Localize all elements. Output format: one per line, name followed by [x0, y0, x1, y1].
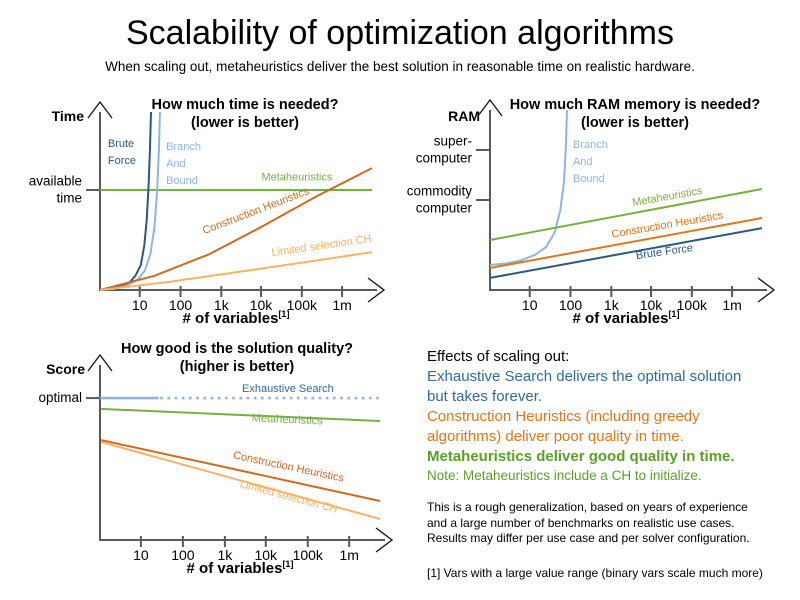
ram-x-tick-label: 100: [559, 297, 583, 313]
ram-x-tick-label: 1m: [722, 297, 741, 313]
effects-exhaustive-line1: Exhaustive Search delivers the optimal s…: [427, 368, 742, 385]
time-x-axis-arrow-icon: [367, 277, 386, 303]
series-metaheuristics: [101, 407, 381, 422]
score-x-tick-label: 100k: [293, 547, 324, 563]
series-label-brute-force: Brute Force: [635, 242, 694, 262]
ram-x-tick-label: 10k: [640, 297, 664, 313]
time-needed-chart: How much time is needed? (lower is better…: [28, 88, 420, 340]
score-x-axis-label: # of variables[1]: [187, 559, 294, 577]
ram-x-axis-arrow-icon: [757, 277, 776, 303]
series-label-branch-and-bound: Branch: [573, 139, 608, 151]
ram-y-tick-label: super-: [434, 133, 472, 148]
series-label-metaheuristics: Metaheuristics: [261, 172, 332, 184]
series-label-limited-selection-ch: Limited selection CH: [238, 478, 339, 516]
effects-construction-line2: algorithms) deliver poor quality in time…: [427, 428, 684, 445]
ram-y-tick-label: commodity: [407, 184, 473, 199]
ram-chart-canvas: How much RAM memory is needed? (lower is …: [407, 97, 776, 327]
time-y-tick-label: available: [29, 173, 82, 188]
score-y-axis-arrow-icon: [87, 353, 113, 372]
time-y-axis-label: Time: [52, 108, 85, 124]
ram-y-tick-label: computer: [416, 150, 473, 165]
score-x-tick-label: 1m: [339, 547, 358, 563]
score-x-tick-label: 100: [171, 547, 195, 563]
time-chart-title: How much time is needed?: [152, 97, 339, 113]
series-label-brute-force: Force: [108, 155, 136, 167]
series-label-brute-force: Brute: [108, 138, 134, 150]
ram-needed-chart: How much RAM memory is needed? (lower is …: [400, 88, 800, 340]
series-limited-selection-ch: [100, 441, 381, 520]
time-x-tick-label: 1k: [214, 297, 230, 313]
score-x-axis-arrow-icon: [375, 527, 394, 553]
page-subtitle: When scaling out, metaheuristics deliver…: [105, 59, 695, 74]
score-chart-title: How good is the solution quality?: [121, 341, 353, 357]
effects-construction-line1: Construction Heuristics (including greed…: [427, 408, 700, 425]
series-construction-heuristics: [100, 439, 381, 502]
solution-quality-chart: How good is the solution quality? (higher…: [28, 335, 420, 597]
series-brute-force: [489, 227, 763, 279]
series-limited-selection-ch: [99, 251, 373, 291]
page-title: Scalability of optimization algorithms: [125, 14, 675, 52]
ram-y-axis-label: RAM: [448, 108, 480, 124]
ram-y-tick-label: computer: [416, 201, 473, 216]
effects-metaheuristics-line: Metaheuristics deliver good quality in t…: [427, 448, 735, 465]
ram-chart-title-note: (lower is better): [581, 115, 689, 131]
time-chart-canvas: How much time is needed? (lower is better…: [29, 97, 386, 327]
ram-chart-title: How much RAM memory is needed?: [510, 97, 761, 113]
effects-heading: Effects of scaling out:: [427, 348, 570, 365]
series-label-metaheuristics: Metaheuristics: [631, 185, 703, 209]
series-construction-heuristics: [99, 167, 373, 291]
footnote-text: [1] Vars with a large value range (binar…: [427, 566, 763, 580]
series-label-exhaustive-search: Exhaustive Search: [242, 383, 334, 395]
time-x-axis-label: # of variables[1]: [183, 309, 290, 327]
series-label-branch-and-bound: Branch: [166, 141, 201, 153]
disclaimer-text: This is a rough generalization, based on…: [427, 500, 797, 547]
time-y-axis-arrow-icon: [87, 100, 113, 119]
score-chart-title-note: (higher is better): [180, 359, 295, 375]
ram-x-axis-label: # of variables[1]: [573, 309, 680, 327]
score-x-tick-label: 10: [133, 547, 149, 563]
time-x-tick-label: 100k: [287, 297, 318, 313]
ram-x-tick-label: 10: [522, 297, 538, 313]
score-x-tick-label: 1k: [217, 547, 233, 563]
series-metaheuristics: [489, 188, 763, 241]
time-x-tick-label: 10: [132, 297, 148, 313]
time-chart-title-note: (lower is better): [191, 115, 299, 131]
ram-y-axis-arrow-icon: [477, 98, 503, 117]
disclaimer-line1: This is a rough generalization, based on…: [427, 500, 748, 514]
series-label-metaheuristics: Metaheuristics: [251, 412, 323, 427]
effects-panel: Effects of scaling out: Exhaustive Searc…: [427, 347, 789, 484]
score-y-axis-label: Score: [46, 361, 85, 377]
effects-exhaustive-line2: but takes forever.: [427, 388, 543, 405]
time-y-tick-label: time: [56, 190, 82, 205]
disclaimer-line3: Results may differ per use case and per …: [427, 531, 750, 545]
score-chart-canvas: How good is the solution quality? (higher…: [38, 341, 394, 577]
disclaimer-line2: and a large number of benchmarks on real…: [427, 515, 735, 530]
series-label-branch-and-bound: And: [166, 158, 186, 170]
time-x-tick-label: 1m: [332, 297, 351, 313]
effects-note-line: Note: Metaheuristics include a CH to ini…: [427, 468, 702, 483]
score-y-tick-label: optimal: [38, 390, 82, 405]
score-x-tick-label: 10k: [254, 547, 278, 563]
series-construction-heuristics: [489, 217, 763, 269]
series-label-branch-and-bound: And: [573, 156, 593, 168]
series-label-branch-and-bound: Bound: [573, 173, 605, 185]
series-branch-and-bound: [489, 109, 568, 266]
time-x-tick-label: 10k: [250, 297, 274, 313]
series-label-branch-and-bound: Bound: [166, 175, 198, 187]
ram-x-tick-label: 100k: [677, 297, 708, 313]
ram-x-tick-label: 1k: [604, 297, 620, 313]
time-x-tick-label: 100: [169, 297, 193, 313]
